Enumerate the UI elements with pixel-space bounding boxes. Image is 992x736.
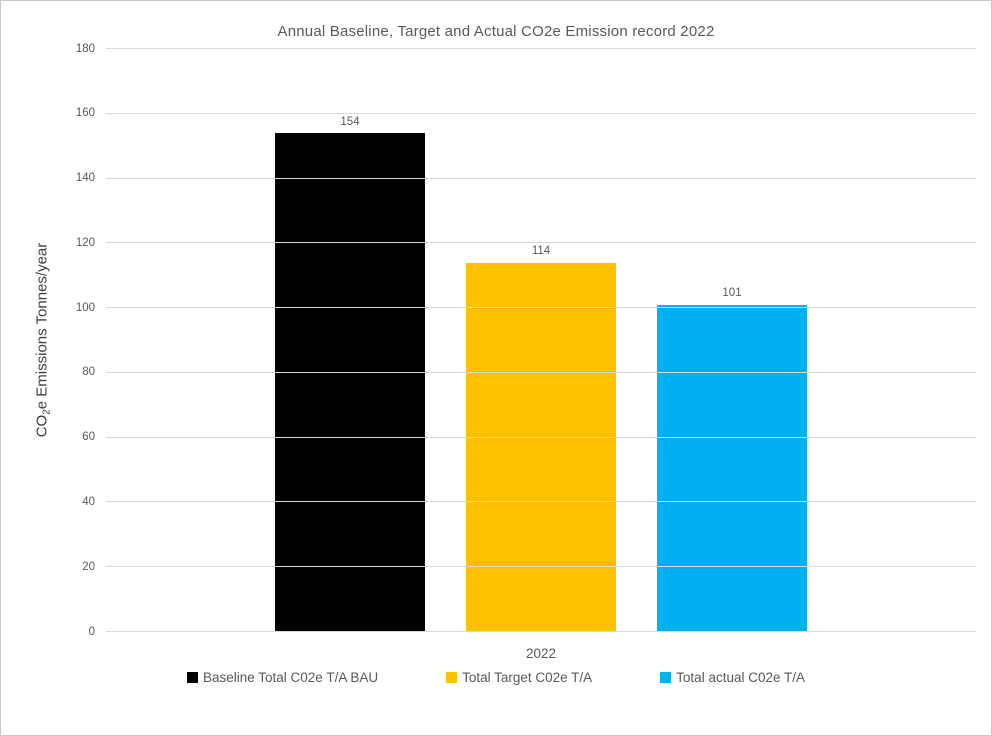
gridline-y-80 [106, 371, 976, 373]
gridline-y-100 [106, 307, 976, 309]
legend-label: Total Target C02e T/A [462, 670, 593, 685]
y-tick-label-180: 180 [75, 42, 95, 55]
legend-item-total-actual-c02e-t-a: Total actual C02e T/A [660, 670, 805, 685]
y-axis-title-pre: CO [33, 414, 51, 438]
bar-value-label-total-target-c02e-t-a: 114 [531, 245, 551, 258]
y-tick-label-160: 160 [75, 107, 95, 120]
chart-title: Annual Baseline, Target and Actual CO2e … [277, 23, 715, 40]
gridline-y-20 [106, 566, 976, 568]
legend-swatch-icon [660, 672, 672, 683]
y-tick-label-80: 80 [82, 366, 95, 379]
legend-swatch-icon [446, 672, 458, 683]
y-tick-label-40: 40 [82, 495, 95, 508]
bar-total-actual-c02e-t-a: 101 [657, 288, 807, 632]
x-axis-category-label: 2022 [525, 646, 557, 661]
gridline-y-140 [106, 177, 976, 179]
y-axis-title-subscript: 2 [41, 409, 53, 415]
legend-item-total-target-c02e-t-a: Total Target C02e T/A [446, 670, 592, 685]
bar-value-label-baseline-total-c02e-t-a-bau: 154 [340, 115, 360, 128]
gridline-y-160 [106, 112, 976, 114]
bar-baseline-total-c02e-t-a-bau: 154 [275, 116, 425, 632]
y-tick-label-60: 60 [82, 430, 95, 443]
legend-label: Baseline Total C02e T/A BAU [202, 670, 379, 685]
y-axis-title-post: e Emissions Tonnes/year [33, 242, 51, 410]
gridline-y-40 [106, 501, 976, 503]
bar-value-label-total-actual-c02e-t-a: 101 [722, 287, 742, 300]
legend: Baseline Total C02e T/A BAU Total Target … [1, 670, 991, 685]
bar-total-target-c02e-t-a: 114 [466, 246, 616, 632]
gridline-y-120 [106, 242, 976, 244]
plot-area: 154 114 101 0 20 40 60 80 100 120 140 160 180 [76, 43, 976, 637]
legend-swatch-icon [186, 672, 198, 683]
bar-group: 154 114 101 [106, 49, 976, 632]
y-tick-label-120: 120 [75, 236, 95, 249]
gridline-y-180 [106, 48, 976, 49]
y-axis-title: CO2e Emissions Tonnes/year [34, 243, 53, 438]
y-tick-label-20: 20 [82, 560, 95, 573]
gridline-y-0 [106, 631, 976, 632]
y-tick-label-140: 140 [75, 171, 95, 184]
gridline-y-60 [106, 436, 976, 438]
legend-item-baseline-total-c02e-t-a-bau: Baseline Total C02e T/A BAU [186, 670, 379, 685]
legend-label: Total actual C02e T/A [676, 670, 805, 685]
y-tick-label-100: 100 [75, 301, 95, 314]
y-tick-label-0: 0 [88, 625, 95, 638]
